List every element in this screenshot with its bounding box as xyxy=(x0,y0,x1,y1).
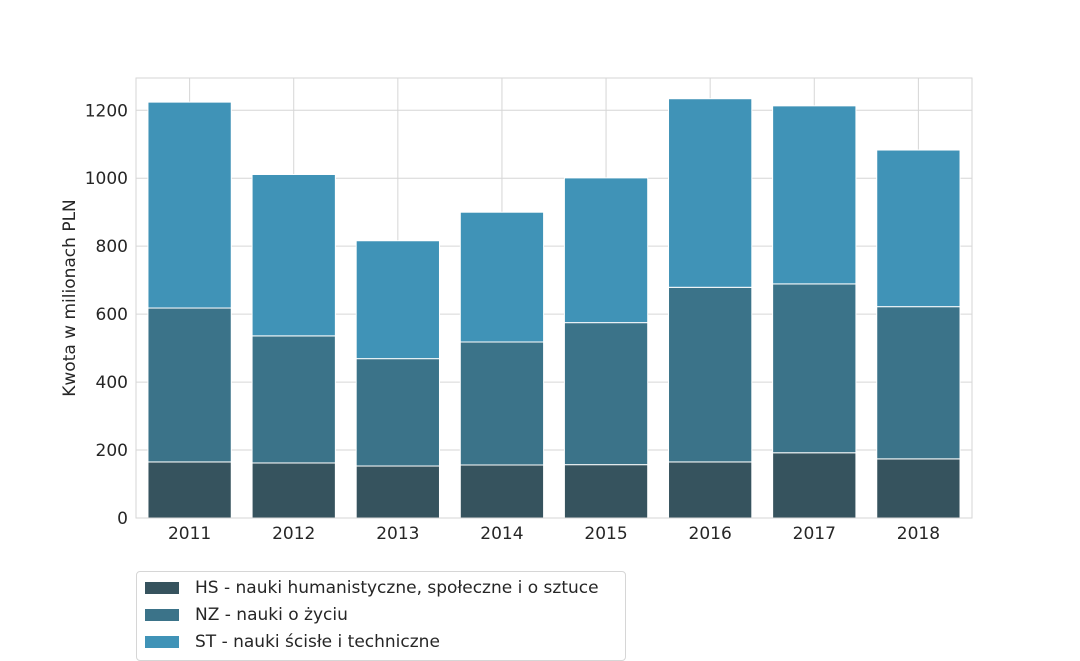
bar-nz-2011 xyxy=(147,307,232,463)
bar-nz-2016 xyxy=(668,286,753,463)
bar-nz-2012 xyxy=(251,335,336,464)
bar-hs-2015 xyxy=(563,464,649,519)
bar-st-2013 xyxy=(355,240,440,360)
x-tick-label: 2014 xyxy=(480,524,523,544)
bar-st-2014 xyxy=(459,211,545,343)
bar-nz-2014 xyxy=(459,341,545,466)
y-tick-label: 600 xyxy=(96,305,128,325)
x-tick-label: 2013 xyxy=(376,524,419,544)
legend-item-hs: HS - nauki humanistyczne, społeczne i o … xyxy=(145,578,599,598)
x-axis-ticks: 2011 2012 2013 2014 2015 2016 2017 2018 xyxy=(168,524,940,544)
bar-st-2012 xyxy=(251,173,336,337)
bar-hs-2013 xyxy=(355,465,440,519)
bar-st-2015 xyxy=(563,177,649,324)
y-tick-label: 400 xyxy=(96,373,128,393)
y-tick-label: 1000 xyxy=(85,169,128,189)
x-tick-label: 2012 xyxy=(272,524,315,544)
x-tick-label: 2015 xyxy=(584,524,627,544)
bar-hs-2014 xyxy=(459,464,545,519)
plot-frame xyxy=(135,77,973,519)
bar-st-2016 xyxy=(668,98,753,288)
legend-swatch-nz xyxy=(145,609,179,621)
bar-st-2018 xyxy=(876,149,961,308)
bar-nz-2015 xyxy=(563,322,649,466)
y-tick-label: 200 xyxy=(96,441,128,461)
bars xyxy=(147,98,961,519)
x-tick-label: 2011 xyxy=(168,524,211,544)
x-tick-label: 2017 xyxy=(793,524,836,544)
y-axis-ticks: 0 200 400 600 800 1000 1200 xyxy=(85,101,128,529)
bar-nz-2018 xyxy=(876,306,961,460)
legend-item-st: ST - nauki ścisłe i techniczne xyxy=(145,632,440,652)
legend: HS - nauki humanistyczne, społeczne i o … xyxy=(136,571,626,661)
y-tick-label: 0 xyxy=(117,509,128,529)
bar-hs-2017 xyxy=(772,452,857,519)
bar-hs-2016 xyxy=(668,461,753,519)
y-tick-label: 800 xyxy=(96,237,128,257)
bar-st-2011 xyxy=(147,101,232,309)
bar-hs-2018 xyxy=(876,458,961,519)
x-tick-label: 2018 xyxy=(897,524,940,544)
legend-label-hs: HS - nauki humanistyczne, społeczne i o … xyxy=(195,578,599,598)
bar-hs-2011 xyxy=(147,461,232,519)
legend-label-st: ST - nauki ścisłe i techniczne xyxy=(195,632,440,652)
x-tick-label: 2016 xyxy=(689,524,732,544)
bar-hs-2012 xyxy=(251,462,336,519)
bar-nz-2017 xyxy=(772,283,857,454)
y-axis-label: Kwota w milionach PLN xyxy=(60,199,80,397)
legend-swatch-st xyxy=(145,636,179,648)
y-tick-label: 1200 xyxy=(85,101,128,121)
legend-label-nz: NZ - nauki o życiu xyxy=(195,605,348,625)
legend-swatch-hs xyxy=(145,582,179,594)
legend-item-nz: NZ - nauki o życiu xyxy=(145,605,348,625)
bar-nz-2013 xyxy=(355,358,440,467)
bar-st-2017 xyxy=(772,105,857,285)
